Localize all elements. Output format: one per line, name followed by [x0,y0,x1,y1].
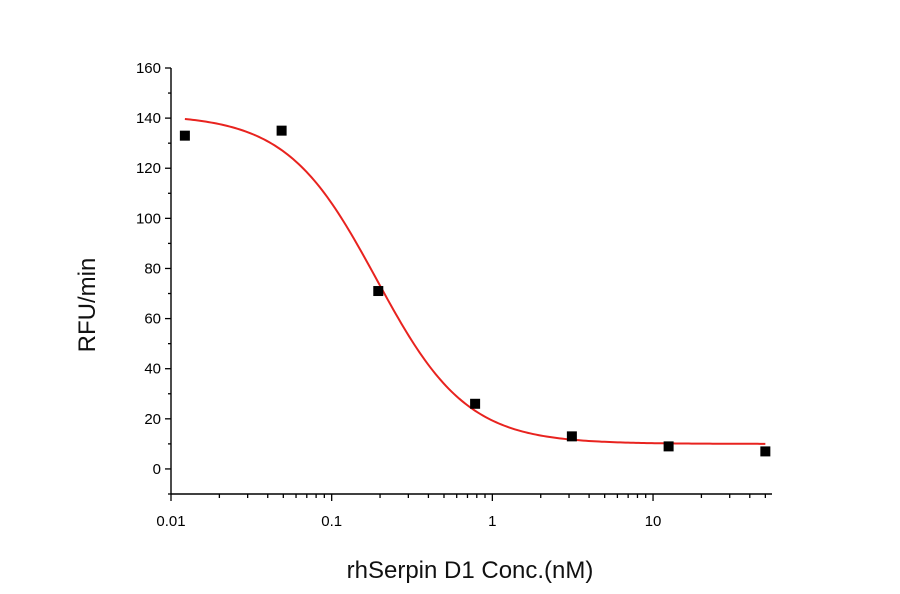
data-point [663,441,674,452]
data-point [179,130,190,141]
data-point [373,286,384,297]
y-tick-label: 140 [136,110,161,127]
fit-layer [184,117,766,445]
data-point [760,446,771,457]
data-point [470,398,481,409]
x-tick-label: 0.1 [321,513,342,530]
y-tick-label: 100 [136,210,161,227]
y-tick-label: 0 [153,461,161,478]
y-tick-label: 60 [144,311,161,328]
y-tick-label: 160 [136,60,161,77]
points-layer [179,125,771,457]
y-tick-label: 20 [144,411,161,428]
fit-curve [184,117,766,445]
y-ticks: 0 20 40 60 80 100 120 140 160 [136,60,171,495]
x-ticks: 0.01 0.1 1 10 [156,494,766,530]
data-point [566,431,577,442]
x-axis-title: rhSerpin D1 Conc.(nM) [347,557,594,584]
axes [170,68,772,495]
y-tick-label: 40 [144,361,161,378]
data-point [276,125,287,136]
y-tick-label: 120 [136,160,161,177]
x-tick-label: 1 [488,513,496,530]
x-tick-label: 0.01 [156,513,185,530]
x-tick-label: 10 [645,513,662,530]
y-tick-label: 80 [144,260,161,277]
y-axis-title: RFU/min [74,258,101,353]
